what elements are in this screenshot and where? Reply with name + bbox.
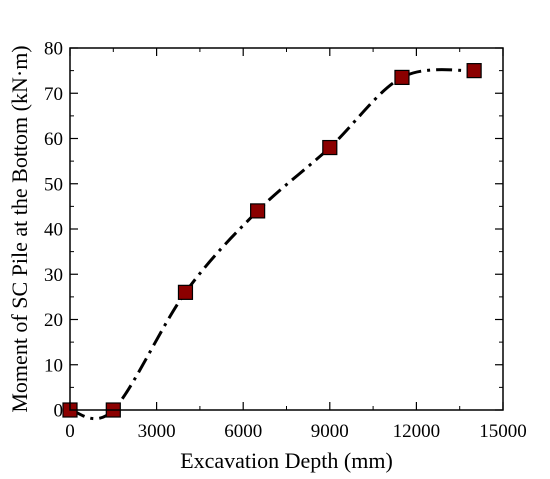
series-layer <box>69 68 475 421</box>
y-tick-label: 80 <box>44 39 63 60</box>
x-axis-title: Excavation Depth (mm) <box>180 448 393 473</box>
y-tick-label: 20 <box>44 310 63 331</box>
x-tick-label: 9000 <box>311 421 349 442</box>
markers-layer <box>62 63 482 418</box>
y-tick-label: 60 <box>44 129 63 150</box>
data-point-marker <box>177 284 194 300</box>
x-tick-label: 15000 <box>479 421 527 442</box>
data-point-marker <box>322 139 338 156</box>
y-tick-label: 70 <box>44 84 63 105</box>
x-tick-label: 3000 <box>138 421 176 442</box>
ticks-layer: 0 3000 6000 9000 12000 15000 0 10 20 30 40 50 60 70 80 <box>44 39 527 443</box>
plot-frame <box>69 47 504 411</box>
y-tick-label: 40 <box>44 220 63 241</box>
y-tick-label: 0 <box>54 401 64 422</box>
x-tick-label: 6000 <box>224 421 262 442</box>
x-tick-label: 0 <box>65 421 75 442</box>
data-point-marker <box>394 69 410 86</box>
series-line <box>69 68 475 421</box>
y-axis-title: Moment of SC Pile at the Bottom (kN·m) <box>7 45 32 412</box>
y-tick-label: 30 <box>44 265 63 286</box>
data-point-marker <box>250 203 266 219</box>
y-tick-label: 10 <box>44 355 63 376</box>
data-point-marker <box>466 63 482 79</box>
y-tick-label: 50 <box>44 174 63 195</box>
x-tick-label: 12000 <box>393 421 441 442</box>
